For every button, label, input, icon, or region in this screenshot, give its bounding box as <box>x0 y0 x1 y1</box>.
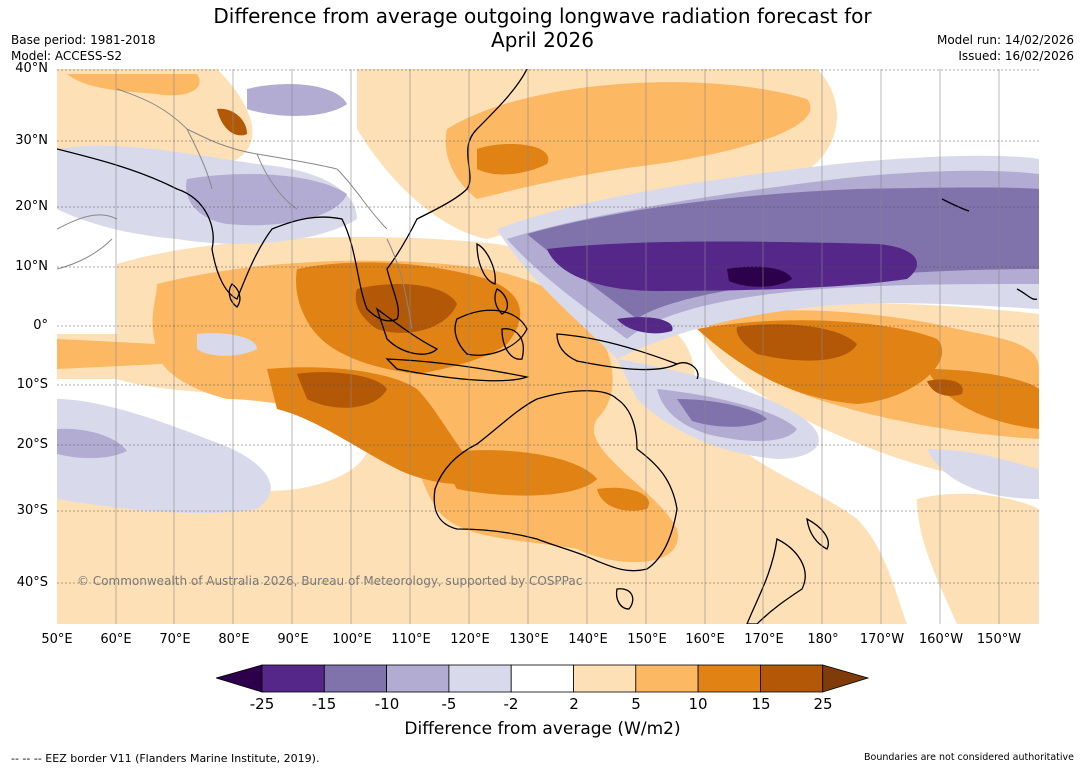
lon-label-60e: 60°E <box>100 632 132 647</box>
lon-label-170w: 170°W <box>859 632 905 647</box>
lon-label-180: 180° <box>807 632 839 647</box>
lon-label-70e: 70°E <box>159 632 191 647</box>
lon-label-160e: 160°E <box>685 632 725 647</box>
colorbar-bin-6 <box>573 664 637 693</box>
lon-label-120e: 120°E <box>450 632 490 647</box>
lon-label-110e: 110°E <box>391 632 431 647</box>
run-info: Model run: 14/02/2026 Issued: 16/02/2026 <box>937 32 1074 64</box>
lat-label-20n: 20°N <box>15 199 48 214</box>
model-info: Base period: 1981-2018 Model: ACCESS-S2 <box>11 32 156 64</box>
lat-label-10s: 10°S <box>16 377 48 392</box>
lat-label-20s: 20°S <box>16 437 48 452</box>
boundaries-disclaimer: Boundaries are not considered authoritat… <box>864 752 1074 763</box>
colorbar-bin-4 <box>448 664 512 693</box>
lat-label-30n: 30°N <box>15 133 48 148</box>
copyright-notice: © Commonwealth of Australia 2026, Bureau… <box>77 574 583 588</box>
legend-tick-neg10: -10 <box>374 695 400 713</box>
lon-label-150e: 150°E <box>627 632 667 647</box>
country-borders <box>57 88 413 330</box>
lon-label-160w: 160°W <box>918 632 964 647</box>
legend-title: Difference from average (W/m2) <box>404 719 681 739</box>
legend-tick-neg15: -15 <box>311 695 337 713</box>
lon-label-150w: 150°W <box>976 632 1022 647</box>
legend-tick-2: 2 <box>569 695 579 713</box>
legend-tick-10: 10 <box>688 695 708 713</box>
legend-tick-25: 25 <box>813 695 833 713</box>
title-line-1: Difference from average outgoing longwav… <box>213 4 872 28</box>
map-canvas <box>57 69 1039 624</box>
graticule <box>115 69 1000 624</box>
colorbar-bin-2 <box>323 664 388 693</box>
legend-tick-neg25: -25 <box>249 695 275 713</box>
lat-label-40s: 40°S <box>16 575 48 590</box>
lat-label-30s: 30°S <box>16 503 48 518</box>
color-legend <box>214 664 870 694</box>
colorbar-high-extension <box>822 664 870 693</box>
issued-date: Issued: 16/02/2026 <box>958 49 1074 63</box>
legend-tick-5: 5 <box>631 695 641 713</box>
colorbar-bin-5 <box>510 664 574 693</box>
base-period: Base period: 1981-2018 <box>11 33 156 47</box>
lon-label-50e: 50°E <box>41 632 73 647</box>
colorbar-low-extension <box>214 664 263 693</box>
lon-label-130e: 130°E <box>509 632 549 647</box>
lat-label-0: 0° <box>33 318 48 333</box>
colorbar-bin-9 <box>760 664 824 693</box>
eez-border-note: -- -- -- EEZ border V11 (Flanders Marine… <box>11 752 320 765</box>
legend-tick-neg2: -2 <box>503 695 519 713</box>
colorbar-bin-7 <box>635 664 699 693</box>
title-line-2: April 2026 <box>491 28 594 52</box>
legend-tick-15: 15 <box>751 695 771 713</box>
model-name: Model: ACCESS-S2 <box>11 49 123 63</box>
lat-label-40n: 40°N <box>15 61 48 76</box>
anomaly-very-strong-negative <box>547 241 917 334</box>
lat-label-10n: 10°N <box>15 259 48 274</box>
colorbar <box>214 664 870 693</box>
forecast-map <box>57 69 1039 624</box>
model-run: Model run: 14/02/2026 <box>936 33 1074 47</box>
anomaly-extreme-negative <box>727 266 792 287</box>
lon-label-80e: 80°E <box>218 632 250 647</box>
coastlines <box>57 69 1038 624</box>
legend-tick-neg5: -5 <box>441 695 457 713</box>
colorbar-bin-8 <box>697 664 761 693</box>
lon-label-100e: 100°E <box>332 632 372 647</box>
map-title: Difference from average outgoing longwav… <box>0 4 1085 52</box>
lon-label-170e: 170°E <box>744 632 784 647</box>
colorbar-bin-3 <box>386 664 450 693</box>
lon-label-140e: 140°E <box>568 632 608 647</box>
colorbar-bin-1 <box>261 664 325 693</box>
lon-label-90e: 90°E <box>277 632 309 647</box>
